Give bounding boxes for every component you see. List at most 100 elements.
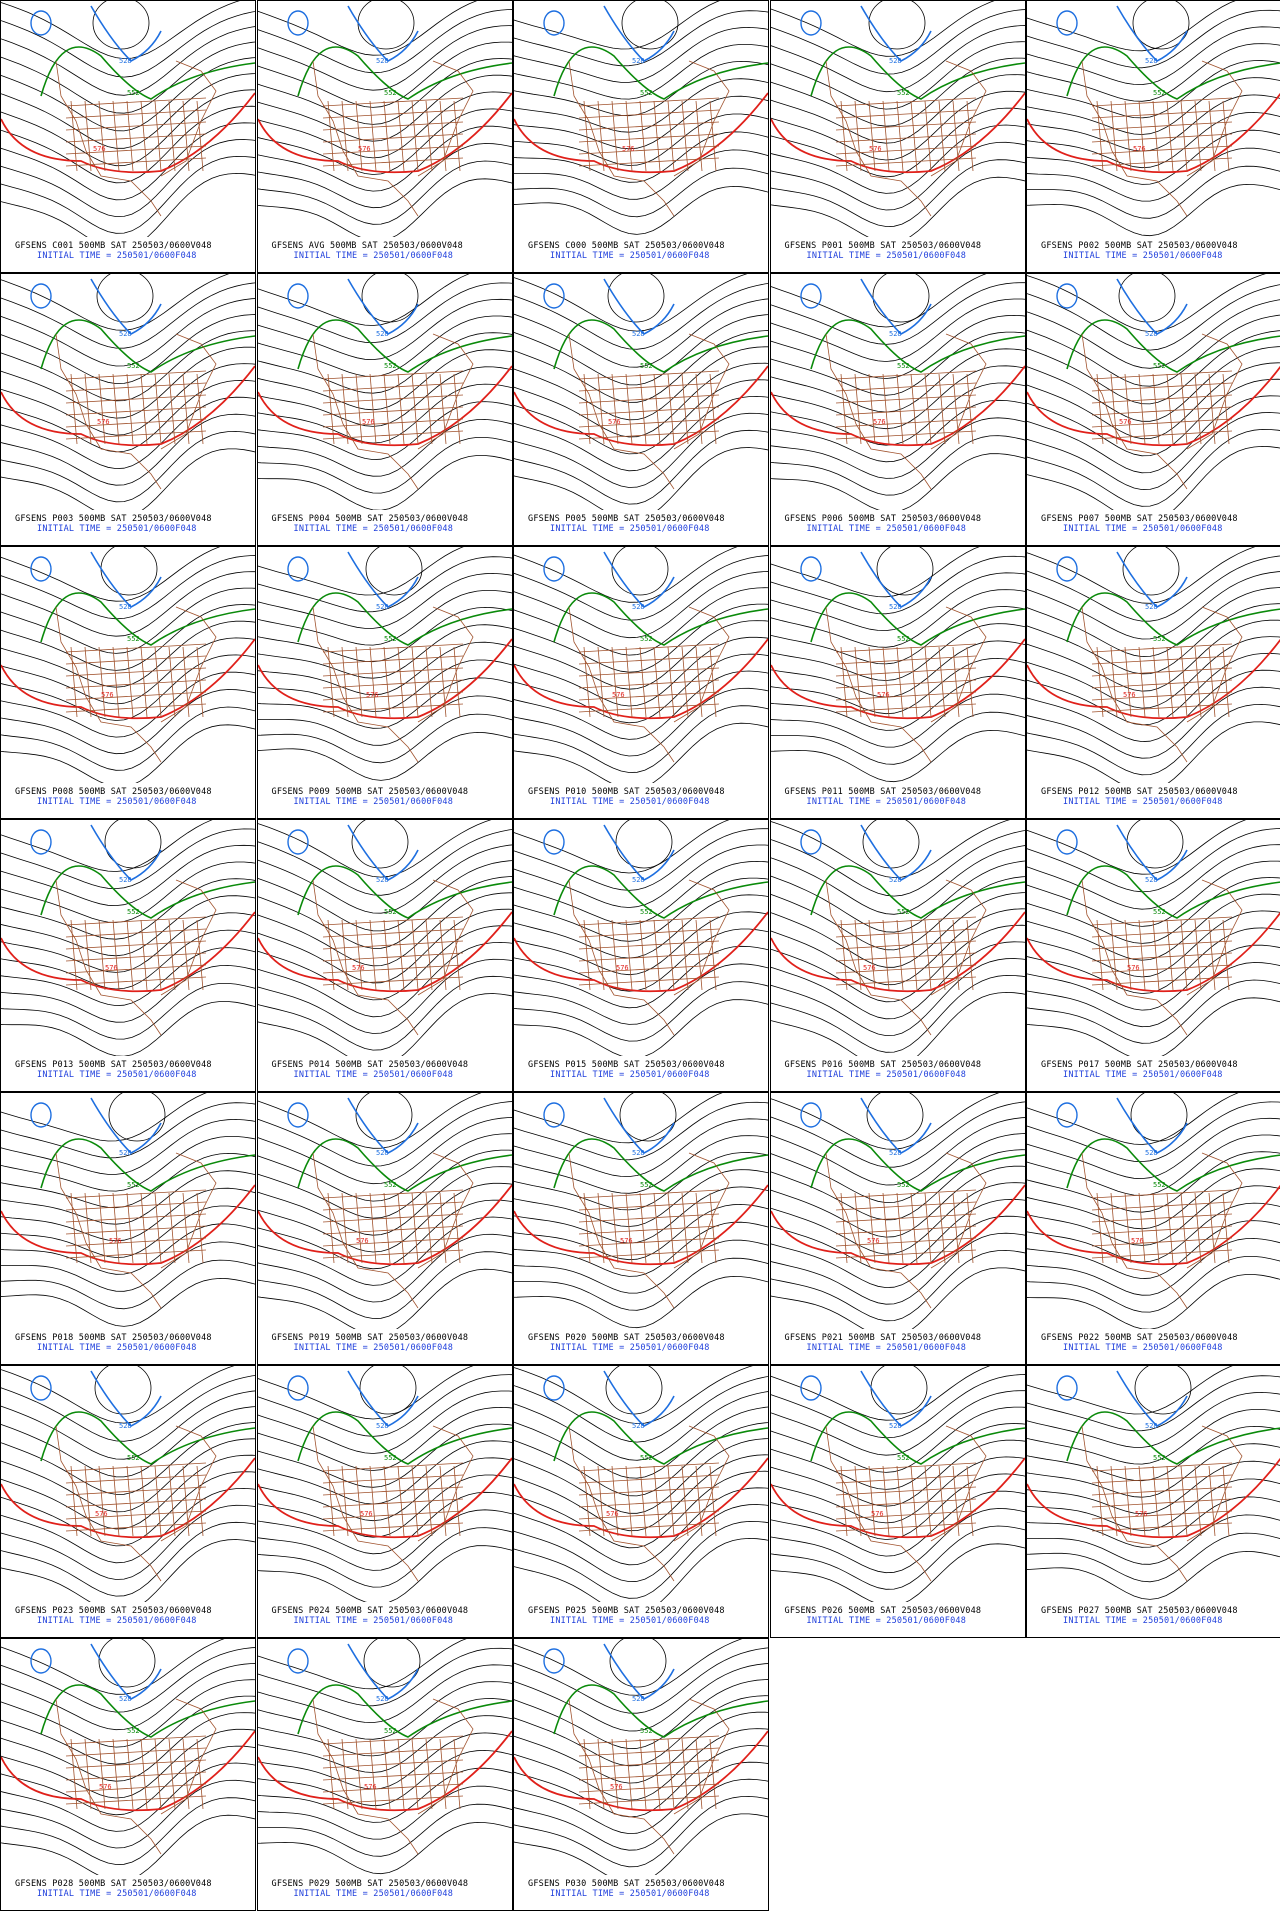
- blue-528-contour: [346, 1370, 419, 1427]
- black-contour-line: [257, 1767, 512, 1823]
- black-contour-line: [1027, 111, 1280, 169]
- black-contour-line: [1027, 860, 1280, 927]
- black-contour-line: [257, 590, 512, 646]
- black-contour-line: [1, 413, 255, 486]
- blue-contour-label: 528: [376, 876, 389, 884]
- political-boundaries: [312, 606, 473, 763]
- black-contour-line: [1, 637, 255, 705]
- blue-small-contour: [30, 1102, 52, 1128]
- blue-528-contour: [346, 1097, 419, 1154]
- green-552-contour: [553, 1138, 768, 1192]
- ensemble-map-panel: 528 552 576 GFSENS P022 500MB SAT 250503/06…: [1026, 1092, 1280, 1365]
- blue-528-contour: [859, 278, 932, 335]
- ensemble-map-panel: 528 552 576 GFSENS P003 500MB SAT 250503/06…: [0, 273, 256, 546]
- panel-title: GFSENS P007 500MB SAT 250503/0600V048: [1041, 514, 1238, 524]
- black-contour-line: [257, 993, 512, 1056]
- black-contour-line: [1, 571, 255, 637]
- panel-title: GFSENS P029 500MB SAT 250503/0600V048: [271, 1879, 469, 1889]
- red-576-contour: [1, 1457, 255, 1539]
- panel-title: GFSENS P021 500MB SAT 250503/0600V048: [784, 1333, 982, 1343]
- black-contour-line: [1, 1521, 255, 1597]
- black-contour-line: [1027, 555, 1280, 622]
- initial-time-label: INITIAL TIME = 250501/0600F048: [806, 1616, 967, 1626]
- low-center-contour: [872, 274, 929, 323]
- blue-small-contour: [1056, 283, 1078, 309]
- green-contour-label: 552: [1153, 89, 1166, 97]
- black-contour-line: [514, 571, 768, 639]
- green-contour-label: 552: [897, 1181, 910, 1189]
- height-contour-map: 528 552 576: [514, 1, 768, 235]
- blue-contour-label: 528: [1145, 1422, 1158, 1430]
- blue-contour-label: 528: [889, 1422, 902, 1430]
- red-contour-label: 576: [622, 145, 635, 153]
- black-contour-line: [770, 941, 1025, 1020]
- low-center-contour: [108, 1093, 166, 1142]
- green-contour-label: 552: [640, 908, 653, 916]
- panel-title: GFSENS P014 500MB SAT 250503/0600V048: [271, 1060, 469, 1070]
- black-contour-line: [257, 383, 512, 444]
- black-contour-line: [1027, 703, 1280, 776]
- low-center-contour: [100, 547, 158, 596]
- black-contour-line: [257, 437, 512, 494]
- black-contour-line: [257, 572, 512, 629]
- black-contour-line: [257, 1803, 512, 1857]
- black-contour-line: [770, 41, 1025, 110]
- blue-528-contour: [346, 1643, 419, 1700]
- red-contour-label: 576: [97, 418, 110, 426]
- black-contour-line: [514, 1504, 768, 1583]
- blue-contour-label: 528: [632, 1422, 645, 1430]
- black-contour-line: [1027, 1375, 1280, 1432]
- panel-title: GFSENS P003 500MB SAT 250503/0600V048: [15, 514, 212, 524]
- black-contour-line: [1027, 274, 1266, 333]
- ensemble-map-panel: 528 552 576 GFSENS P014 500MB SAT 250503/06…: [256, 819, 513, 1092]
- black-contour-line: [1027, 43, 1280, 102]
- black-contour-line: [257, 58, 512, 125]
- ensemble-map-panel: 528 552 576 GFSENS C001 500MB SAT 250503/06…: [0, 0, 256, 273]
- black-contour-line: [1, 555, 255, 620]
- green-contour-label: 552: [640, 1727, 653, 1735]
- low-center-contour: [351, 820, 408, 869]
- green-contour-label: 552: [897, 89, 910, 97]
- black-contour-line: [1027, 1256, 1280, 1313]
- black-contour-line: [1, 298, 255, 367]
- black-contour-line: [1027, 828, 1280, 893]
- black-contour-line: [1, 1422, 255, 1495]
- height-contour-map: 528 552 576: [1, 1366, 255, 1602]
- red-contour-label: 576: [1133, 145, 1146, 153]
- height-contour-map: 528 552 576: [257, 1093, 512, 1329]
- black-contour-line: [257, 975, 512, 1051]
- black-contour-line: [1027, 652, 1280, 726]
- black-contour-line: [514, 877, 768, 942]
- initial-time-label: INITIAL TIME = 250501/0600F048: [550, 1889, 710, 1899]
- blue-contour-label: 528: [889, 57, 902, 65]
- black-contour-line: [770, 1439, 1025, 1507]
- black-contour-line: [257, 860, 512, 932]
- black-contour-line: [770, 1423, 1025, 1490]
- black-contour-line: [1027, 129, 1280, 185]
- black-contour-line: [770, 176, 1025, 237]
- black-contour-line: [770, 1232, 1025, 1305]
- black-contour-line: [1027, 299, 1280, 369]
- green-552-contour: [809, 865, 1025, 919]
- green-contour-label: 552: [897, 1454, 910, 1462]
- black-contour-line: [514, 1169, 768, 1227]
- black-contour-line: [257, 1457, 512, 1522]
- black-contour-line: [770, 25, 1025, 93]
- black-contour-line: [1027, 669, 1280, 743]
- black-contour-line: [514, 981, 768, 1042]
- height-contour-map: 528 552 576: [770, 1, 1025, 237]
- black-contour-line: [514, 1135, 768, 1194]
- green-contour-label: 552: [640, 1454, 653, 1462]
- green-552-contour: [40, 1411, 255, 1465]
- blue-contour-label: 528: [376, 1695, 389, 1703]
- black-contour-line: [257, 274, 470, 326]
- black-contour-line: [514, 314, 768, 386]
- green-contour-label: 552: [384, 908, 397, 916]
- initial-time-label: INITIAL TIME = 250501/0600F048: [1063, 1343, 1223, 1353]
- black-contour-line: [770, 675, 1025, 731]
- black-contour-line: [770, 314, 1025, 379]
- green-552-contour: [553, 865, 768, 919]
- blue-small-contour: [286, 1375, 309, 1401]
- political-boundaries: [568, 1152, 730, 1309]
- black-contour-line: [514, 1728, 768, 1801]
